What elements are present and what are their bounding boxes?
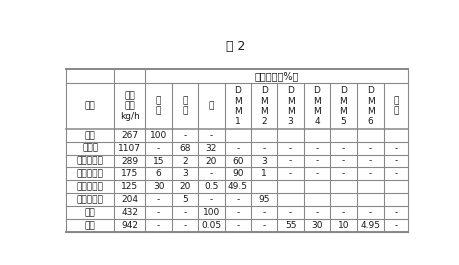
Text: 267: 267 [121,131,139,140]
Text: 204: 204 [122,195,139,204]
Text: 68: 68 [179,144,191,153]
Text: 432: 432 [122,208,139,217]
Text: 20: 20 [206,157,217,166]
Text: 6: 6 [156,169,162,178]
Text: 甲醇: 甲醇 [85,131,96,140]
Text: 125: 125 [121,182,139,191]
Text: 第三轻组分: 第三轻组分 [77,182,104,191]
Text: D
M
M
5: D M M 5 [340,86,347,126]
Text: 60: 60 [232,157,244,166]
Text: -: - [236,144,240,153]
Text: -: - [341,144,345,153]
Text: 5: 5 [182,195,188,204]
Text: -: - [315,157,319,166]
Text: D
M
M
4: D M M 4 [313,86,321,126]
Text: -: - [184,221,187,230]
Text: 甲
醇: 甲 醇 [156,96,161,116]
Text: 3: 3 [261,157,267,166]
Text: -: - [394,208,398,217]
Text: 组成分布（%）: 组成分布（%） [254,71,299,81]
Text: 20: 20 [179,182,190,191]
Text: -: - [315,169,319,178]
Text: 32: 32 [206,144,217,153]
Text: 10: 10 [338,221,349,230]
Text: 第四轻组分: 第四轻组分 [77,195,104,204]
Text: -: - [369,169,372,178]
Text: -: - [315,208,319,217]
Text: -: - [184,131,187,140]
Text: -: - [263,208,266,217]
Text: 废水: 废水 [85,208,96,217]
Text: 物流: 物流 [85,101,96,111]
Text: 49.5: 49.5 [228,182,248,191]
Text: -: - [157,144,160,153]
Text: 289: 289 [121,157,139,166]
Text: D
M
M
6: D M M 6 [367,86,375,126]
Text: -: - [289,208,292,217]
Text: -: - [210,169,213,178]
Text: 浓甲醛: 浓甲醛 [82,144,98,153]
Text: -: - [289,144,292,153]
Text: 产品: 产品 [85,221,96,230]
Text: D
M
M
2: D M M 2 [260,86,268,126]
Text: -: - [236,221,240,230]
Text: 100: 100 [203,208,220,217]
Text: 95: 95 [258,195,270,204]
Text: 1: 1 [261,169,267,178]
Text: D
M
M
3: D M M 3 [287,86,294,126]
Text: -: - [341,208,345,217]
Text: 15: 15 [153,157,164,166]
Text: 甲
醛: 甲 醛 [182,96,188,116]
Text: -: - [341,169,345,178]
Text: -: - [394,157,398,166]
Text: 第二轻组分: 第二轻组分 [77,169,104,178]
Text: -: - [394,144,398,153]
Text: 0.5: 0.5 [204,182,218,191]
Text: -: - [289,157,292,166]
Text: -: - [184,208,187,217]
Text: -: - [157,195,160,204]
Text: 3: 3 [182,169,188,178]
Text: 2: 2 [182,157,188,166]
Text: -: - [369,144,372,153]
Text: -: - [369,157,372,166]
Text: -: - [263,221,266,230]
Text: -: - [157,221,160,230]
Text: 进料
速率
kg/h: 进料 速率 kg/h [120,91,140,121]
Text: -: - [210,131,213,140]
Text: -: - [394,169,398,178]
Text: D
M
M
1: D M M 1 [234,86,242,126]
Text: 30: 30 [153,182,164,191]
Text: 942: 942 [122,221,139,230]
Text: 100: 100 [150,131,167,140]
Text: 175: 175 [121,169,139,178]
Text: -: - [210,195,213,204]
Text: 55: 55 [285,221,297,230]
Text: 90: 90 [232,169,244,178]
Text: 0.05: 0.05 [202,221,221,230]
Text: 4.95: 4.95 [360,221,381,230]
Text: -: - [315,144,319,153]
Text: 表 2: 表 2 [225,39,245,52]
Text: -: - [369,208,372,217]
Text: 第一轻组分: 第一轻组分 [77,157,104,166]
Text: 1107: 1107 [118,144,141,153]
Text: -: - [341,157,345,166]
Text: 其
他: 其 他 [393,96,399,116]
Text: 30: 30 [311,221,323,230]
Text: -: - [236,208,240,217]
Text: -: - [263,144,266,153]
Text: -: - [394,221,398,230]
Text: 水: 水 [209,101,214,111]
Text: -: - [289,169,292,178]
Text: -: - [157,208,160,217]
Text: -: - [236,195,240,204]
